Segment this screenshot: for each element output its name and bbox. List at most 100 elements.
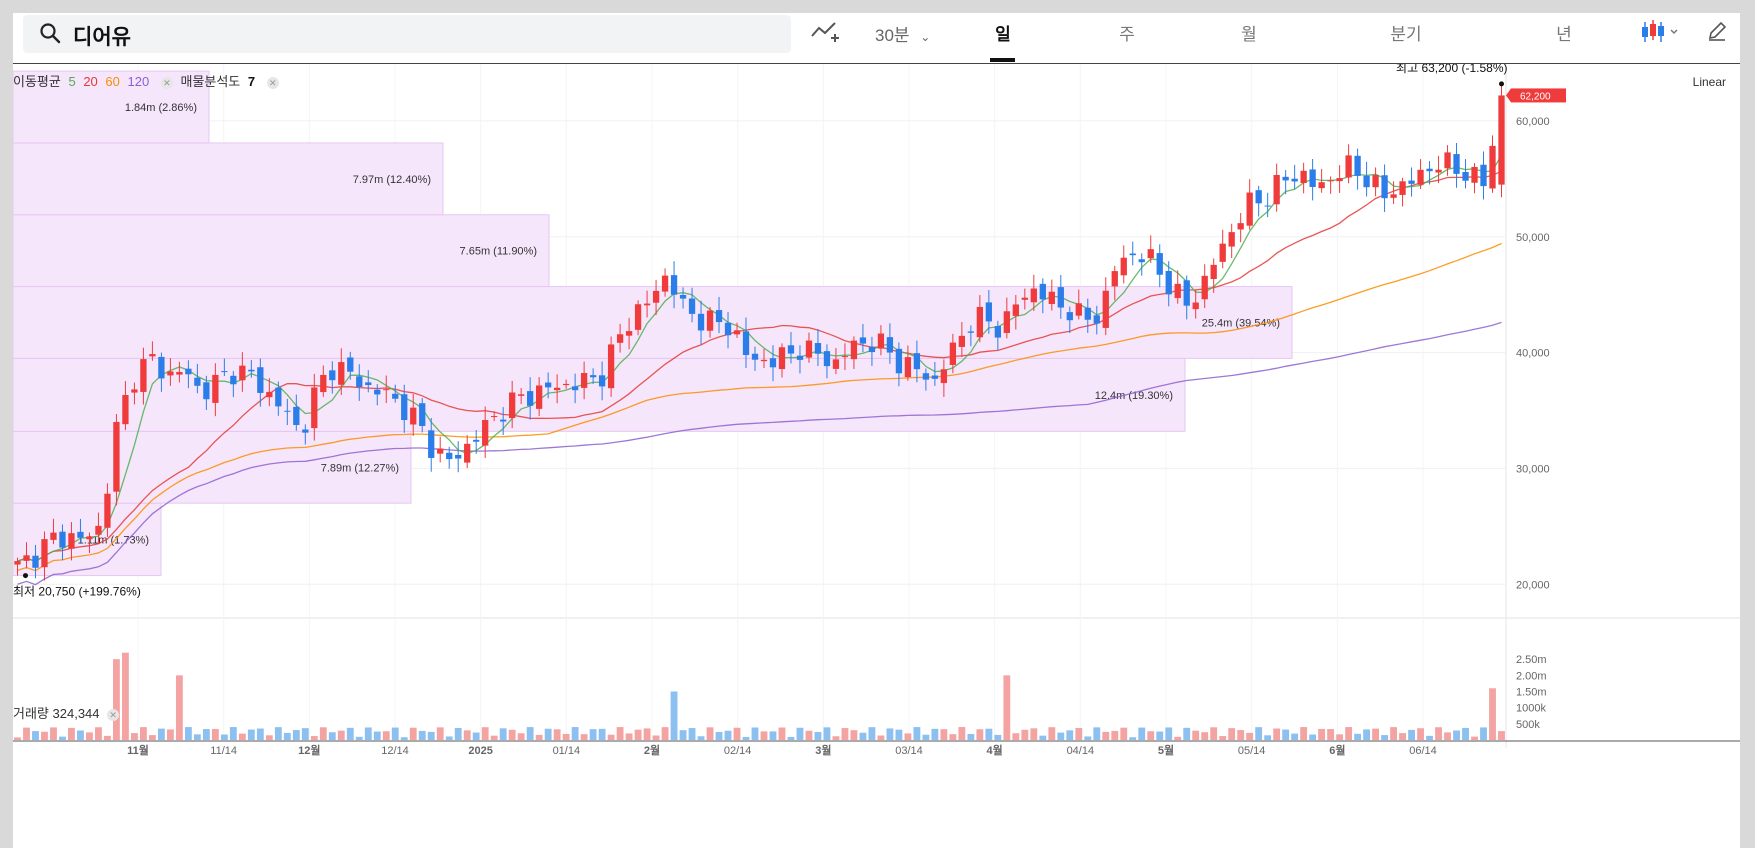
volume-bar: [922, 734, 930, 740]
candle: [958, 335, 966, 347]
volume-bar: [193, 734, 201, 740]
add-indicator-icon[interactable]: [810, 18, 840, 49]
search-box[interactable]: 디어유: [23, 15, 791, 53]
candle: [113, 421, 120, 492]
candle: [544, 382, 552, 388]
volume-bar: [886, 728, 894, 740]
volume-bar: [562, 733, 570, 740]
volume-bar: [1219, 736, 1227, 740]
tab-quarter[interactable]: 분기: [1390, 25, 1422, 44]
candle: [1291, 178, 1298, 182]
y-tick-label: 50,000: [1516, 232, 1550, 244]
volume-bar: [715, 732, 723, 740]
candle: [401, 394, 408, 421]
candle: [185, 368, 192, 375]
volume-bar: [778, 727, 786, 740]
draw-pencil-icon[interactable]: [1706, 20, 1728, 47]
volume-bar: [490, 735, 498, 740]
volume-bar: [274, 727, 282, 740]
volume-bar: [364, 727, 372, 740]
volume-bar: [59, 736, 66, 740]
interval-select[interactable]: 30분 ⌄: [875, 21, 930, 46]
candle: [59, 531, 66, 548]
candle: [446, 452, 453, 460]
candle: [41, 539, 48, 568]
volume-tick-label: 500k: [1516, 719, 1540, 731]
volume-bar: [1183, 727, 1191, 740]
volume-bar: [1120, 727, 1128, 740]
candle: [32, 555, 39, 568]
remove-volume-profile-icon[interactable]: ✕: [266, 76, 279, 89]
candle: [904, 357, 912, 378]
candle: [284, 410, 291, 412]
candle: [1192, 302, 1199, 310]
candle: [859, 337, 867, 344]
volume-bar: [1309, 734, 1317, 740]
volume-bar: [472, 732, 480, 740]
candle: [482, 420, 489, 446]
candle: [1309, 169, 1316, 187]
candle: [329, 370, 336, 381]
volume-bar: [1381, 735, 1388, 740]
volume-bar: [1282, 729, 1290, 740]
volume-bar: [1165, 727, 1173, 740]
volume-bar: [1354, 733, 1362, 740]
candle: [1021, 297, 1028, 300]
scale-mode-toggle[interactable]: Linear: [1692, 75, 1726, 89]
volume-tick-label: 2.50m: [1516, 654, 1547, 666]
volume-bar: [1363, 729, 1371, 740]
candle: [571, 386, 579, 391]
low-label: 최저 20,750 (+199.76%): [13, 585, 141, 599]
candle: [221, 371, 228, 373]
candle: [320, 374, 327, 393]
volume-bar: [328, 732, 336, 740]
candle: [167, 371, 174, 376]
candle: [1156, 253, 1163, 275]
volume-bar: [1210, 727, 1218, 740]
tab-week[interactable]: 주: [1119, 25, 1135, 44]
tab-day[interactable]: 일: [995, 25, 1011, 44]
volume-tick-label: 2.00m: [1516, 670, 1547, 682]
volume-bar: [553, 729, 561, 740]
volume-bar: [769, 731, 777, 740]
volume-bar: [184, 727, 192, 740]
volume-bar: [526, 727, 534, 740]
candle: [1255, 190, 1262, 204]
candle: [877, 333, 885, 349]
candle: [1453, 154, 1460, 174]
candle: [239, 365, 246, 381]
tab-year[interactable]: 년: [1556, 25, 1572, 44]
low-marker: [22, 573, 28, 579]
volume-bar: [1444, 732, 1451, 740]
x-tick-label: 11월: [127, 743, 149, 757]
volume-bar: [23, 727, 30, 740]
candle: [949, 342, 957, 365]
volume-bar: [373, 731, 381, 740]
volume-bar: [850, 730, 858, 740]
price-chart[interactable]: 20,000 30,000 40,000 50,000 60,000 11월 11/14 12…: [13, 13, 1740, 848]
volume-bar: [148, 735, 156, 740]
volume-bar: [1039, 735, 1047, 740]
remove-ma-icon[interactable]: ✕: [160, 76, 173, 89]
candle: [562, 383, 570, 386]
candle: [994, 326, 1001, 338]
candle: [464, 443, 471, 463]
volume-bar: [904, 733, 912, 740]
candle: [634, 304, 642, 330]
volume-bar: [1318, 728, 1326, 740]
volume-bar: [670, 691, 678, 740]
high-marker: [1499, 81, 1505, 87]
candle: [392, 393, 399, 399]
candle: [913, 353, 921, 370]
search-icon[interactable]: [39, 22, 61, 49]
candle: [1273, 174, 1280, 205]
remove-volume-icon[interactable]: ✕: [107, 708, 120, 721]
candle: [122, 394, 129, 425]
search-query[interactable]: 디어유: [73, 26, 131, 49]
chart-type-icon[interactable]: [1640, 19, 1680, 50]
ma-120-line: [17, 321, 1502, 586]
tab-month[interactable]: 월: [1241, 25, 1257, 44]
volume-profile-label: 12.4m (19.30%): [1095, 390, 1173, 402]
candle: [1147, 249, 1154, 259]
volume-bar: [652, 735, 660, 740]
